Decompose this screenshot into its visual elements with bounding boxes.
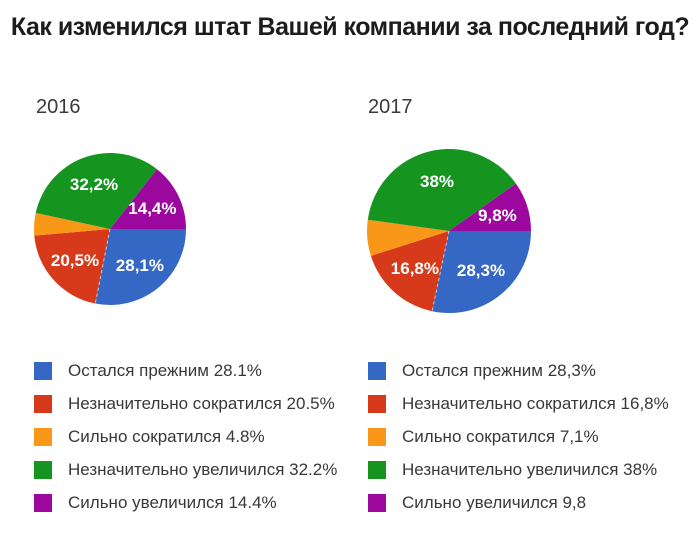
pie-slice-slightly-decreased [370,231,449,312]
legend-item-slightly-decreased: Незначительно сократился 16,8% [368,394,669,413]
year-label-2016: 2016 [36,96,81,118]
pie-slice-strongly-decreased [366,219,449,256]
pie-svg-2017: 28,3% 16,8% 38% 9,8% [366,148,531,313]
legend-item-strongly-increased: Сильно увеличился 9,8 [368,493,669,512]
pie-slice-label: 28,3% [457,261,505,280]
legend-label: Остался прежним 28.1% [68,361,262,380]
pie-slice-slightly-increased [367,148,516,231]
legend-swatch-strongly-decreased [34,428,52,446]
legend-item-strongly-decreased: Сильно сократился 4.8% [34,427,337,446]
legend-swatch-strongly-decreased [368,428,386,446]
legend-label: Сильно увеличился 14.4% [68,493,277,512]
legend-swatch-slightly-increased [34,461,52,479]
pie-slice-stayed-same [432,231,531,313]
legend-label: Незначительно сократился 20.5% [68,394,335,413]
legend-item-stayed-same: Остался прежним 28.1% [34,361,337,380]
pie-slice-label: 9,8% [478,206,517,225]
chart-title: Как изменился штат Вашей компании за пос… [10,13,690,41]
legend-label: Сильно сократился 7,1% [402,427,599,446]
pie-chart-2017: 28,3% 16,8% 38% 9,8% [364,146,534,316]
pie-slice-label: 16,8% [391,259,439,278]
pie-slice-strongly-decreased [33,212,110,236]
pie-slice-stayed-same [95,229,186,305]
legend-swatch-slightly-increased [368,461,386,479]
legend-swatch-stayed-same [368,362,386,380]
legend-swatch-slightly-decreased [368,395,386,413]
legend-item-stayed-same: Остался прежним 28,3% [368,361,669,380]
legend-label: Незначительно сократился 16,8% [402,394,669,413]
legend-item-strongly-increased: Сильно увеличился 14.4% [34,493,337,512]
pie-slice-strongly-increased [110,169,186,229]
year-label-2017: 2017 [368,96,413,118]
legend-item-slightly-decreased: Незначительно сократился 20.5% [34,394,337,413]
pie-slice-label: 32,2% [70,175,118,194]
pie-slice-label: 28,1% [116,256,164,275]
legend-2016: Остался прежним 28.1% Незначительно сокра… [34,361,338,512]
legend-label: Остался прежним 28,3% [402,361,596,380]
pie-slice-label: 38% [420,172,454,191]
pie-slice-slightly-decreased [34,229,110,304]
legend-label: Незначительно увеличился 38% [402,460,658,479]
legend-swatch-slightly-decreased [34,395,52,413]
legend-label: Незначительно увеличился 32.2% [68,460,338,479]
pie-chart-2016: 28,1% 20,5% 32,2% 14,4% [30,149,190,309]
legend-label: Сильно увеличился 9,8 [402,493,587,512]
legend-item-strongly-decreased: Сильно сократился 7,1% [368,427,669,446]
pie-slice-label: 14,4% [128,199,176,218]
legend-item-slightly-increased: Незначительно увеличился 32.2% [34,460,338,479]
legend-item-slightly-increased: Незначительно увеличился 38% [368,460,669,479]
legend-swatch-stayed-same [34,362,52,380]
legend-label: Сильно сократился 4.8% [68,427,265,446]
legend-2017: Остался прежним 28,3% Незначительно сокра… [368,361,669,512]
slice-divider-line [94,228,111,304]
slice-divider-line [431,230,450,312]
legend-swatch-strongly-increased [368,494,386,512]
pie-slice-label: 20,5% [51,251,99,270]
pie-slice-slightly-increased [35,152,157,229]
pie-svg-2016: 28,1% 20,5% 32,2% 14,4% [33,152,186,305]
legend-swatch-strongly-increased [34,494,52,512]
pie-slice-strongly-increased [449,183,531,231]
